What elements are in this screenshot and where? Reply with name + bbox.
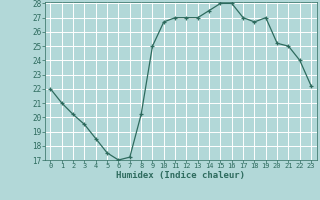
X-axis label: Humidex (Indice chaleur): Humidex (Indice chaleur) <box>116 171 245 180</box>
